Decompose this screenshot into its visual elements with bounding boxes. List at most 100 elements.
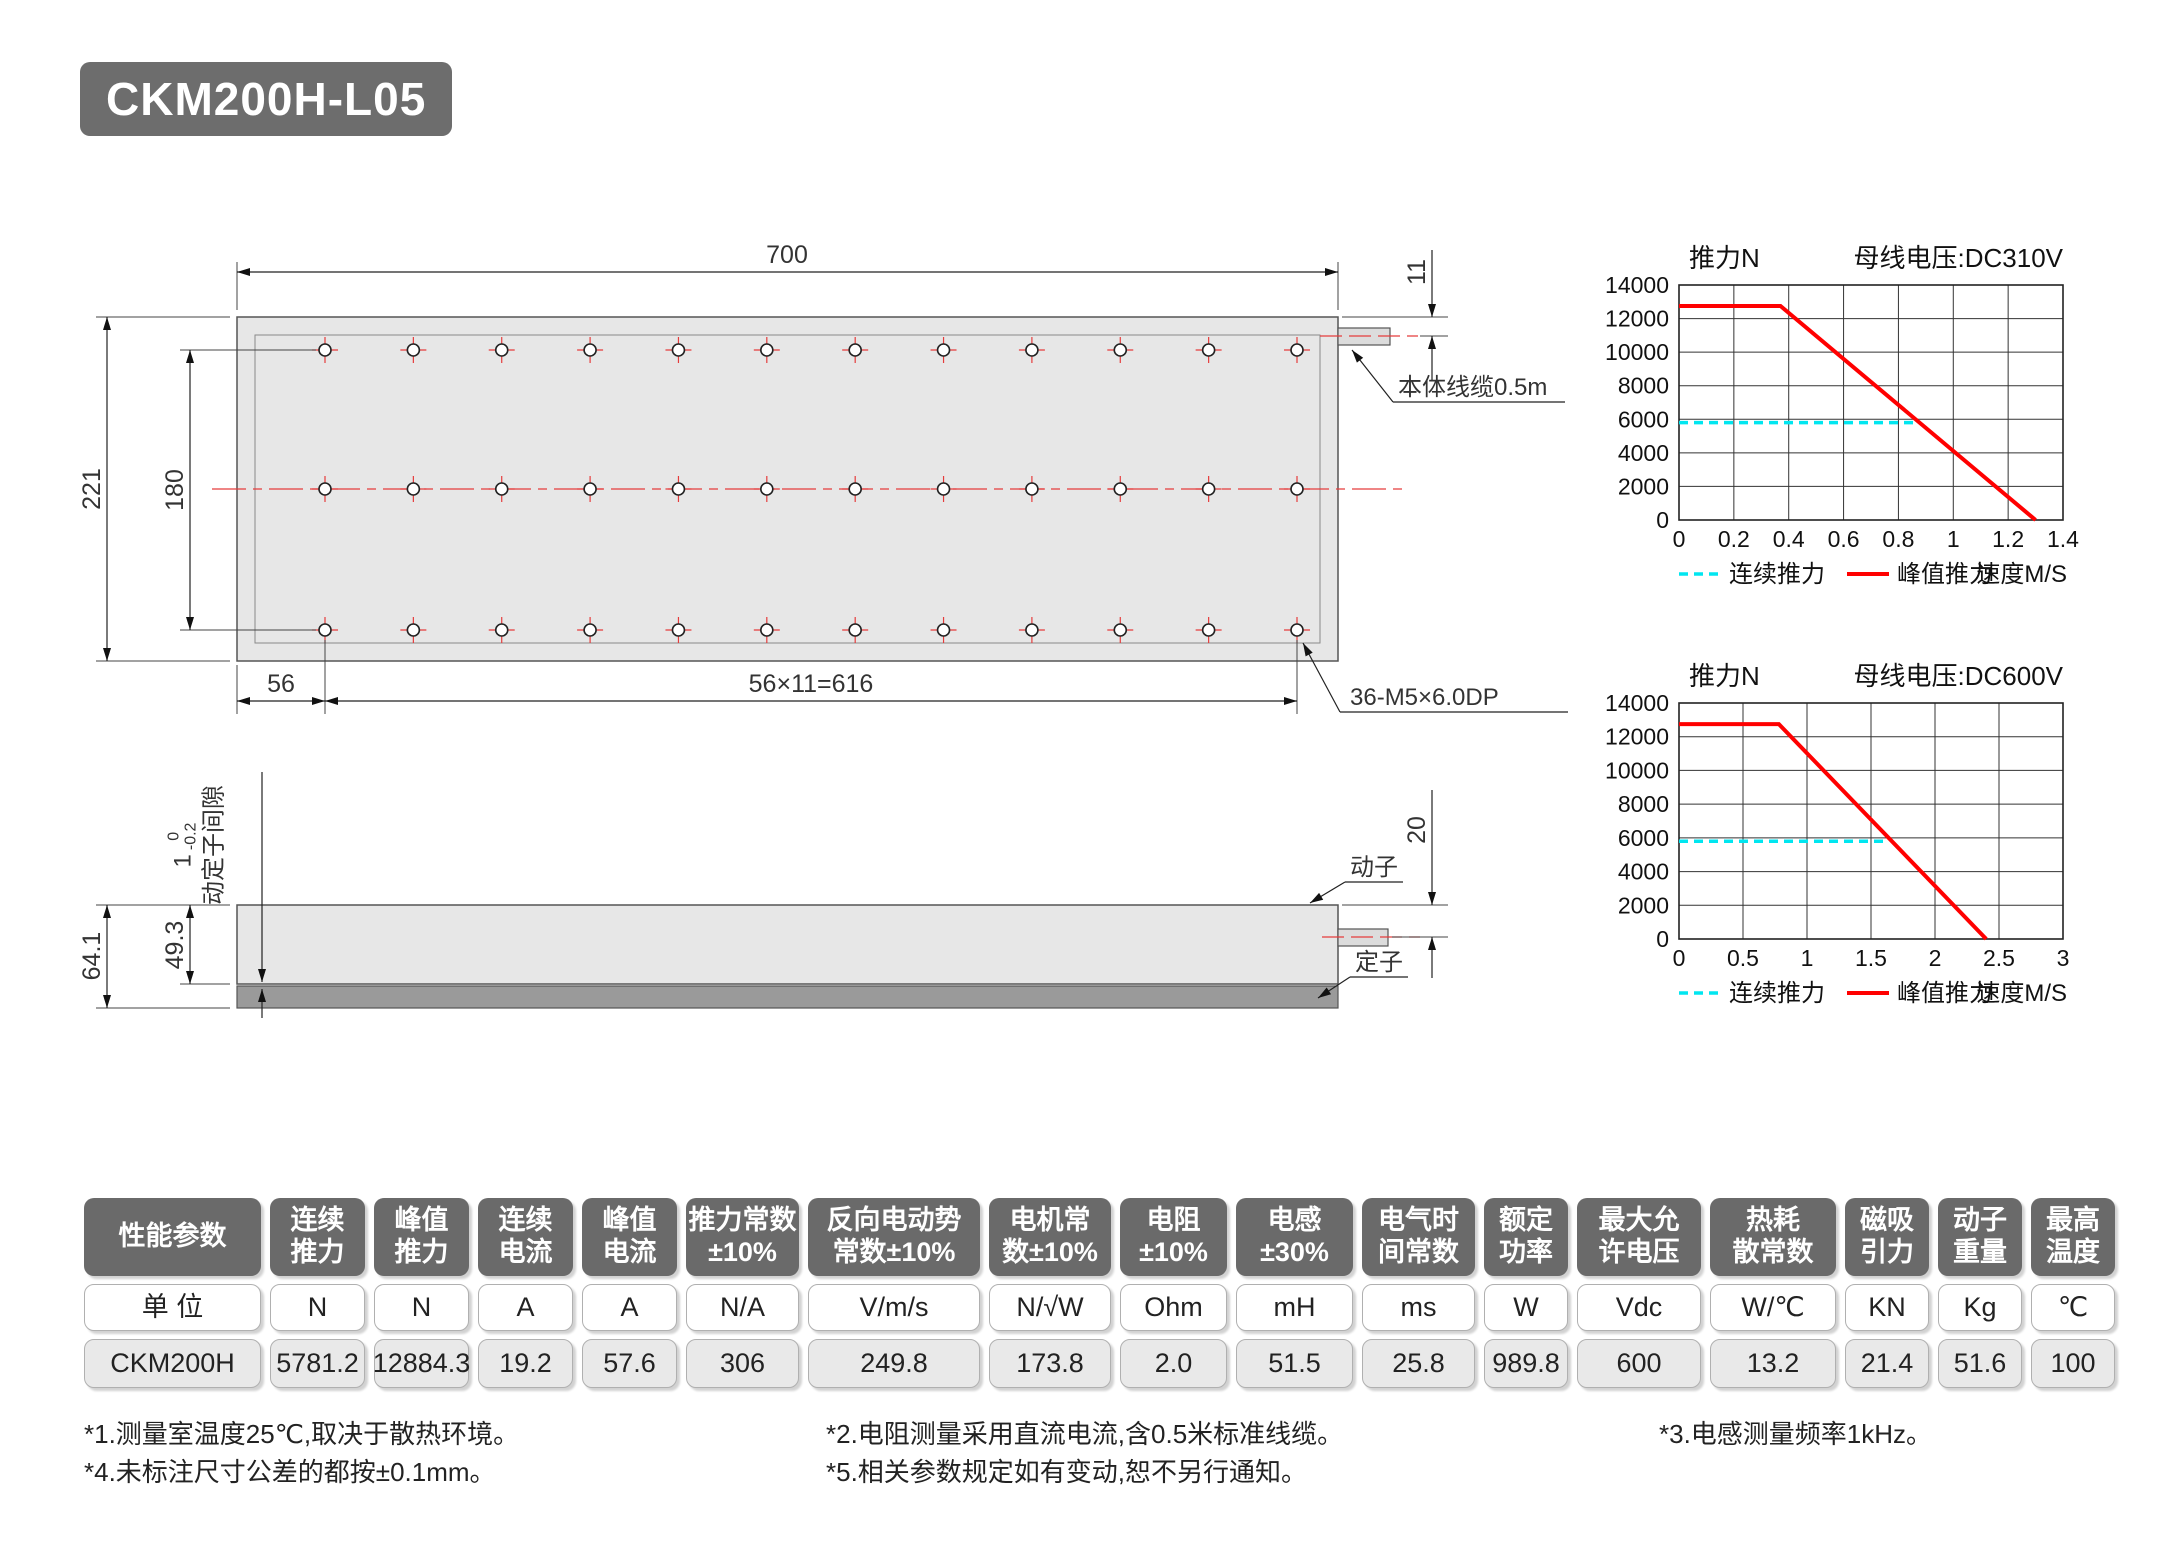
table-value-cell: 2.0 bbox=[1120, 1339, 1227, 1388]
legend-continuous-force: 连续推力 bbox=[1729, 980, 1825, 1007]
table-unit-cell-first: 单 位 bbox=[84, 1284, 261, 1331]
model-title-badge: CKM200H-L05 bbox=[80, 62, 453, 136]
top-view: 700 221 180 56 56×11=616 36-M5×6.0DP bbox=[78, 241, 1568, 714]
x-tick-label: 1 bbox=[1947, 526, 1960, 552]
x-tick-label: 2 bbox=[1929, 945, 1942, 971]
table-header-cell: 磁吸 引力 bbox=[1845, 1198, 1929, 1276]
y-tick-label: 4000 bbox=[1618, 440, 1669, 466]
chart-y-axis-title: 推力N bbox=[1689, 243, 1760, 273]
table-value-cell: 306 bbox=[686, 1339, 799, 1388]
table-value-cell: 989.8 bbox=[1484, 1339, 1568, 1388]
table-header-cell: 峰值 电流 bbox=[582, 1198, 677, 1276]
table-header-cell: 最高 温度 bbox=[2031, 1198, 2115, 1276]
force-speed-chart-2: 0 0.5 1 1.5 2 2.5 3 0 2000 4000 6000 8000 10000 12000… bbox=[1605, 661, 2069, 1007]
stator-bar-side bbox=[236, 985, 1339, 1009]
y-tick-label: 10000 bbox=[1605, 339, 1669, 365]
mover-callout: 动子 bbox=[1350, 854, 1398, 881]
table-unit-cell: A bbox=[582, 1284, 677, 1331]
x-axis-title: 速度M/S bbox=[1976, 980, 2067, 1007]
x-tick-label: 2.5 bbox=[1983, 945, 2015, 971]
dim-49-3: 49.3 bbox=[161, 921, 189, 970]
table-unit-cell: N bbox=[270, 1284, 365, 1331]
footnote-4: *4.未标注尺寸公差的都按±0.1mm。 bbox=[84, 1457, 496, 1487]
x-tick-label: 0.5 bbox=[1727, 945, 1759, 971]
table-header-cell: 电感 ±30% bbox=[1236, 1198, 1353, 1276]
legend-peak-force: 峰值推力 bbox=[1897, 561, 1993, 588]
y-tick-label: 14000 bbox=[1605, 690, 1669, 716]
table-header-cell: 峰值 推力 bbox=[374, 1198, 469, 1276]
x-tick-label: 1.5 bbox=[1855, 945, 1887, 971]
table-row: 性能参数 连续 推力 峰值 推力 连续 电流 峰值 电流 推力常数 ±10% 反向电动势 常… bbox=[84, 1198, 2115, 1276]
dim-180: 180 bbox=[161, 469, 189, 511]
x-tick-label: 0.8 bbox=[1882, 526, 1914, 552]
footnote-5: *5.相关参数规定如有变动,恕不另行通知。 bbox=[826, 1457, 1308, 1487]
dim-hole-pitch: 56×11=616 bbox=[749, 670, 874, 698]
x-tick-label: 0.4 bbox=[1773, 526, 1805, 552]
y-tick-label: 4000 bbox=[1618, 859, 1669, 885]
series-peak-force bbox=[1679, 303, 2037, 522]
dim-221: 221 bbox=[78, 468, 106, 510]
table-header-cell: 电阻 ±10% bbox=[1120, 1198, 1227, 1276]
cable-callout: 本体线缆0.5m bbox=[1398, 374, 1547, 401]
y-tick-label: 10000 bbox=[1605, 757, 1669, 783]
table-value-cell: 600 bbox=[1577, 1339, 1701, 1388]
y-tick-label: 12000 bbox=[1605, 724, 1669, 750]
performance-table: 性能参数 连续 推力 峰值 推力 连续 电流 峰值 电流 推力常数 ±10% 反向电动势 常… bbox=[84, 1198, 2115, 1388]
dim-64-1: 64.1 bbox=[78, 932, 106, 981]
mounting-holes bbox=[312, 337, 1310, 643]
footnote-1: *1.测量室温度25℃,取决于散热环境。 bbox=[84, 1419, 520, 1449]
table-value-cell: 13.2 bbox=[1710, 1339, 1836, 1388]
table-header-cell: 电气时 间常数 bbox=[1362, 1198, 1475, 1276]
y-tick-label: 12000 bbox=[1605, 306, 1669, 332]
footnote-2: *2.电阻测量采用直流电流,含0.5米标准线缆。 bbox=[826, 1419, 1344, 1449]
y-tick-label: 6000 bbox=[1618, 406, 1669, 432]
table-header-cell: 热耗 散常数 bbox=[1710, 1198, 1836, 1276]
table-unit-cell: V/m/s bbox=[808, 1284, 980, 1331]
table-header-cell: 电机常 数±10% bbox=[989, 1198, 1111, 1276]
table-unit-cell: Kg bbox=[1938, 1284, 2022, 1331]
table-header-cell: 反向电动势 常数±10% bbox=[808, 1198, 980, 1276]
footnote-3: *3.电感测量频率1kHz。 bbox=[1659, 1419, 1933, 1449]
y-tick-label: 0 bbox=[1656, 507, 1669, 533]
x-tick-label: 0 bbox=[1673, 526, 1686, 552]
table-unit-cell: N/√W bbox=[989, 1284, 1111, 1331]
table-header-cell-first: 性能参数 bbox=[84, 1198, 261, 1276]
y-tick-label: 8000 bbox=[1618, 373, 1669, 399]
y-tick-label: 6000 bbox=[1618, 825, 1669, 851]
y-tick-label: 8000 bbox=[1618, 791, 1669, 817]
table-header-cell: 连续 电流 bbox=[478, 1198, 573, 1276]
side-view: 64.1 49.3 20 动子 定子 bbox=[78, 772, 1448, 1018]
table-header-cell: 最大允 许电压 bbox=[1577, 1198, 1701, 1276]
table-unit-cell: N/A bbox=[686, 1284, 799, 1331]
table-unit-cell: W/℃ bbox=[1710, 1284, 1836, 1331]
holes-callout: 36-M5×6.0DP bbox=[1350, 684, 1499, 711]
table-value-cell: 12884.3 bbox=[373, 1339, 470, 1388]
table-unit-cell: A bbox=[478, 1284, 573, 1331]
table-row: CKM200H 5781.2 12884.3 19.2 57.6 306 249.8 173.… bbox=[84, 1339, 2115, 1388]
chart-y-axis-title: 推力N bbox=[1689, 661, 1760, 691]
y-tick-label: 14000 bbox=[1605, 272, 1669, 298]
x-tick-label: 1.2 bbox=[1992, 526, 2024, 552]
table-unit-cell: mH bbox=[1236, 1284, 1353, 1331]
legend-continuous-force: 连续推力 bbox=[1729, 561, 1825, 588]
x-tick-label: 1.4 bbox=[2047, 526, 2079, 552]
legend-peak-force: 峰值推力 bbox=[1897, 980, 1993, 1007]
table-row: 单 位 N N A A N/A V/m/s N/√W Ohm mH ms W Vdc W/℃ KN Kg ℃ bbox=[84, 1284, 2115, 1331]
table-value-cell: 5781.2 bbox=[270, 1339, 365, 1388]
table-unit-cell: ℃ bbox=[2031, 1284, 2115, 1331]
table-unit-cell: KN bbox=[1845, 1284, 1929, 1331]
y-tick-label: 2000 bbox=[1618, 892, 1669, 918]
table-value-cell: 51.6 bbox=[1938, 1339, 2022, 1388]
table-value-cell: 19.2 bbox=[478, 1339, 573, 1388]
x-tick-label: 0.2 bbox=[1718, 526, 1750, 552]
force-speed-chart-1: 0 0.2 0.4 0.6 0.8 1 1.2 1.4 0 2000 4000 6000 8000 100… bbox=[1605, 243, 2079, 588]
bus-voltage-label: 母线电压:DC310V bbox=[1854, 243, 2064, 273]
table-value-cell-first: CKM200H bbox=[84, 1339, 261, 1388]
table-unit-cell: Ohm bbox=[1120, 1284, 1227, 1331]
table-unit-cell: W bbox=[1484, 1284, 1568, 1331]
series-peak-force bbox=[1679, 722, 1988, 941]
table-value-cell: 51.5 bbox=[1236, 1339, 1353, 1388]
table-value-cell: 25.8 bbox=[1362, 1339, 1475, 1388]
y-tick-label: 2000 bbox=[1618, 473, 1669, 499]
